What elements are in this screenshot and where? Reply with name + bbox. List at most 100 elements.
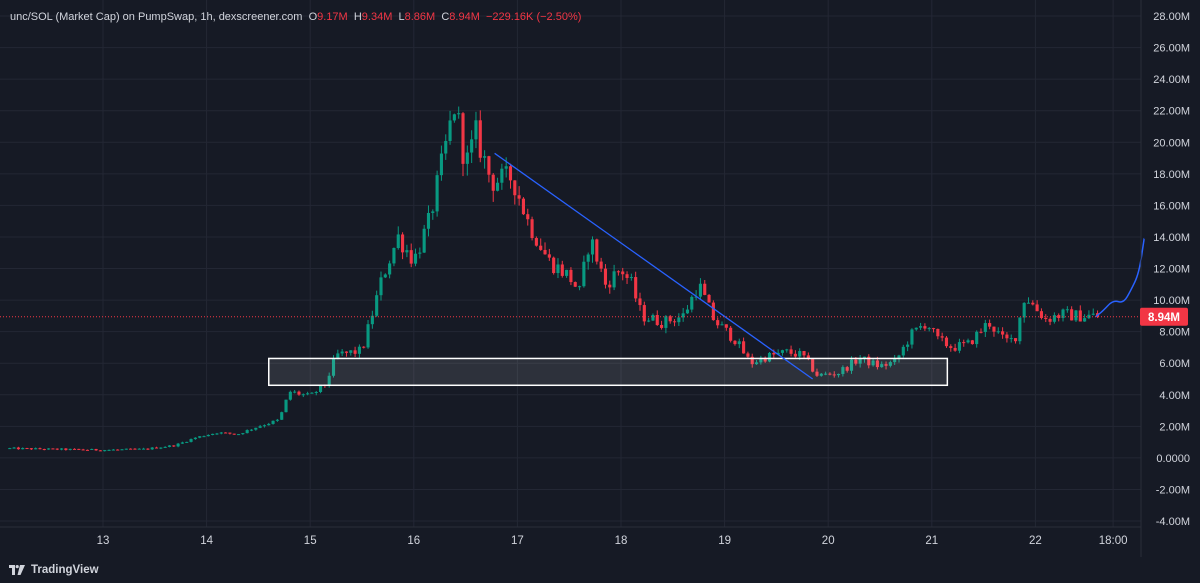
x-tick-label: 18:00: [1099, 535, 1128, 547]
last-price-tag-bg: [1140, 307, 1188, 326]
candle-body: [185, 441, 189, 443]
candle-body: [681, 313, 685, 318]
candle-body: [685, 309, 690, 314]
candle-body: [1091, 313, 1095, 315]
price-axis[interactable]: 28.00M 26.00M 24.00M 22.00M 20.00M 18.00M 16.0…: [1153, 11, 1190, 528]
candle-body: [642, 305, 646, 322]
y-tick-label: -2.00M: [1156, 484, 1190, 496]
candle-body: [711, 302, 715, 321]
candle-body: [241, 433, 245, 435]
candle-body: [245, 430, 249, 434]
candle-body: [759, 357, 763, 363]
candle-body: [919, 326, 923, 328]
close-value: 8.94M: [449, 11, 480, 23]
candle-body: [543, 249, 547, 255]
candle-body: [94, 448, 98, 451]
chart-legend: unc/SOL (Market Cap) on PumpSwap, 1h, de…: [10, 11, 581, 23]
candle-body: [409, 250, 413, 264]
candle-body: [582, 261, 586, 287]
candle-body: [608, 284, 612, 288]
tradingview-logo-icon: [9, 565, 25, 575]
candle-body: [98, 450, 102, 452]
candle-body: [85, 449, 90, 451]
candle-body: [219, 432, 223, 434]
candle-body: [845, 367, 849, 371]
candle-body: [634, 277, 638, 299]
candle-body: [189, 439, 193, 442]
candle-body: [431, 211, 435, 213]
candle-body: [388, 263, 392, 275]
candle-body: [521, 198, 526, 215]
candle-body: [867, 356, 871, 366]
high-label: H: [353, 11, 362, 23]
price-chart[interactable]: 28.00M 26.00M 24.00M 22.00M 20.00M 18.00M 16.0…: [0, 0, 1200, 557]
candle-body: [703, 283, 707, 295]
y-tick-label: 10.00M: [1153, 295, 1190, 307]
candle-body: [992, 326, 996, 332]
candle-body: [319, 384, 323, 392]
candle-body: [837, 373, 841, 376]
candle-body: [422, 228, 426, 253]
time-axis[interactable]: 13 14 15 16 17 18 19 20 21 22 18:00: [97, 535, 1128, 547]
candle-body: [232, 433, 236, 435]
y-tick-label: 22.00M: [1153, 106, 1190, 118]
candle-body: [249, 429, 254, 431]
candle-body: [849, 359, 854, 371]
last-price-tag-label: 8.94M: [1148, 312, 1180, 324]
candle-body: [198, 436, 202, 438]
candle-body: [737, 341, 741, 345]
candle-body: [811, 359, 815, 372]
candle-body: [150, 447, 154, 450]
candle-body: [970, 340, 974, 345]
candle-body: [51, 448, 55, 450]
x-tick-label: 20: [822, 535, 835, 547]
candle-body: [474, 120, 478, 140]
pair-title: unc/SOL (Market Cap) on PumpSwap, 1h, de…: [10, 11, 303, 23]
y-tick-label: 28.00M: [1153, 11, 1190, 23]
candle-body: [772, 352, 776, 355]
candle-body: [60, 448, 64, 450]
x-tick-label: 22: [1029, 535, 1042, 547]
candle-body: [612, 271, 616, 288]
candle-body: [910, 329, 914, 345]
candle-body: [1026, 302, 1031, 304]
low-value: 8.86M: [404, 11, 436, 23]
x-tick-label: 21: [925, 535, 938, 547]
candle-body: [327, 375, 331, 386]
candle-body: [426, 212, 431, 229]
candle-body: [301, 394, 305, 396]
candle-body: [651, 315, 655, 321]
candle-body: [988, 323, 992, 327]
candle-body: [621, 271, 625, 275]
candle-body: [625, 274, 629, 278]
candle-body: [366, 324, 370, 348]
y-tick-label: 12.00M: [1153, 264, 1190, 276]
candle-body: [742, 341, 746, 354]
candle-body: [793, 353, 797, 357]
tradingview-brand[interactable]: TradingView: [9, 564, 99, 576]
candle-body: [29, 448, 33, 450]
candle-body: [1061, 309, 1065, 318]
candle-body: [487, 156, 491, 175]
candle-body: [698, 283, 702, 297]
candle-body: [172, 445, 176, 447]
candle-body: [77, 448, 81, 450]
candle-body: [586, 254, 590, 262]
candle-body: [254, 427, 258, 430]
candle-body: [953, 347, 957, 351]
candle-body: [979, 331, 983, 333]
candle-body: [418, 252, 422, 254]
candle-body: [534, 238, 538, 246]
candle-body: [55, 448, 59, 450]
candle-body: [483, 156, 487, 158]
candle-body: [815, 371, 819, 376]
x-tick-label: 13: [97, 535, 110, 547]
candle-body: [206, 434, 210, 437]
open-value: 9.17M: [317, 11, 348, 23]
candle-body: [375, 295, 379, 316]
candle-body: [573, 282, 577, 287]
candle-body: [202, 436, 206, 438]
candle-body: [858, 358, 862, 364]
candle-body: [120, 449, 124, 451]
candle-body: [1078, 310, 1082, 322]
